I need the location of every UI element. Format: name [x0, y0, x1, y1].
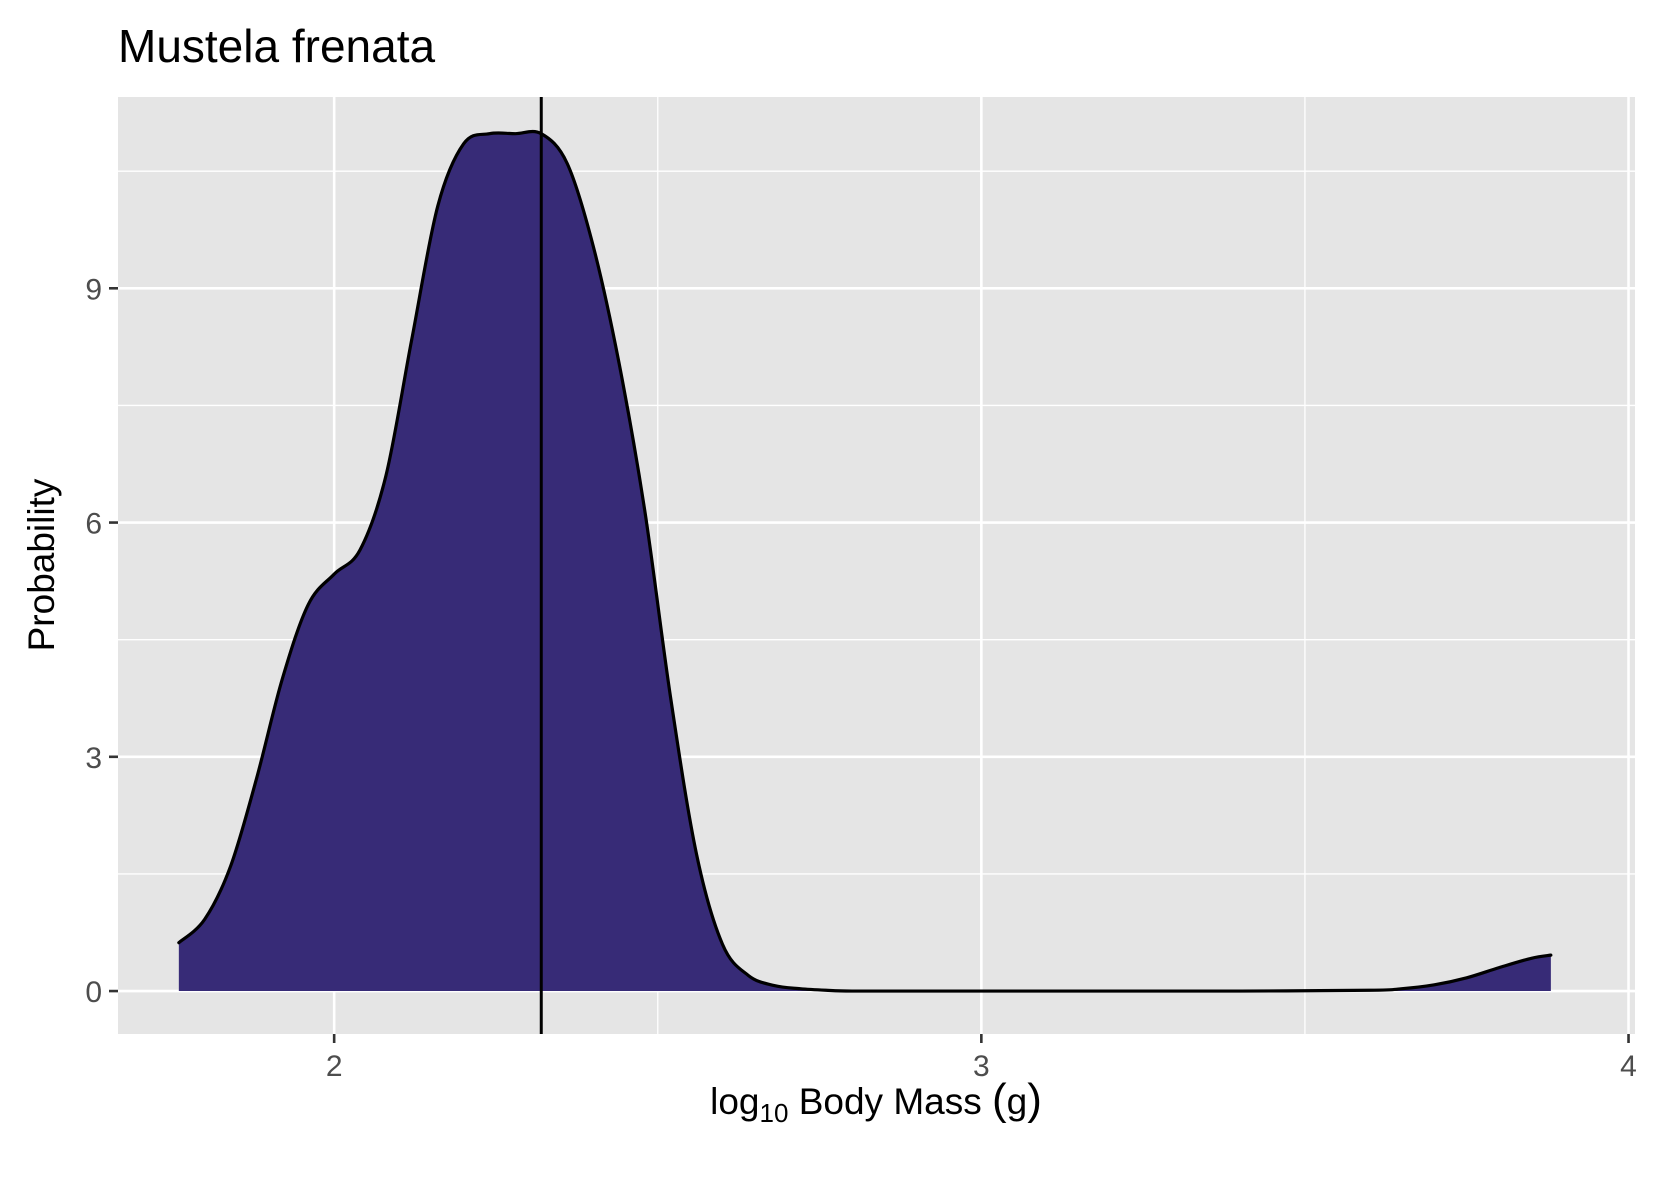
y-tick-label: 0	[85, 976, 102, 1009]
x-tick-label: 4	[1620, 1050, 1637, 1083]
x-axis-title-log: log	[710, 1081, 759, 1122]
x-axis-title-unit: g	[1007, 1081, 1028, 1122]
axes: 0 3 6 9 2 3 4	[85, 273, 1637, 1083]
y-axis-title: Probability	[21, 478, 62, 651]
chart-title: Mustela frenata	[118, 20, 435, 72]
density-area	[178, 131, 1551, 992]
y-tick-label: 6	[85, 508, 102, 541]
density-curve	[177, 129, 1553, 993]
x-axis-title-subscript: 10	[760, 1098, 789, 1128]
x-tick-label: 2	[326, 1050, 343, 1083]
y-tick-label: 3	[85, 742, 102, 775]
y-tick-label: 9	[85, 273, 102, 306]
x-axis-title: log10 Body Mass (g)	[710, 1075, 1042, 1128]
density-layer	[177, 129, 1553, 993]
x-axis-title-paren-close: )	[1027, 1075, 1042, 1124]
x-axis-title-paren-open: (	[992, 1075, 1007, 1124]
x-axis-title-body-mass: Body Mass	[788, 1081, 992, 1122]
x-tick-label: 3	[973, 1050, 990, 1083]
